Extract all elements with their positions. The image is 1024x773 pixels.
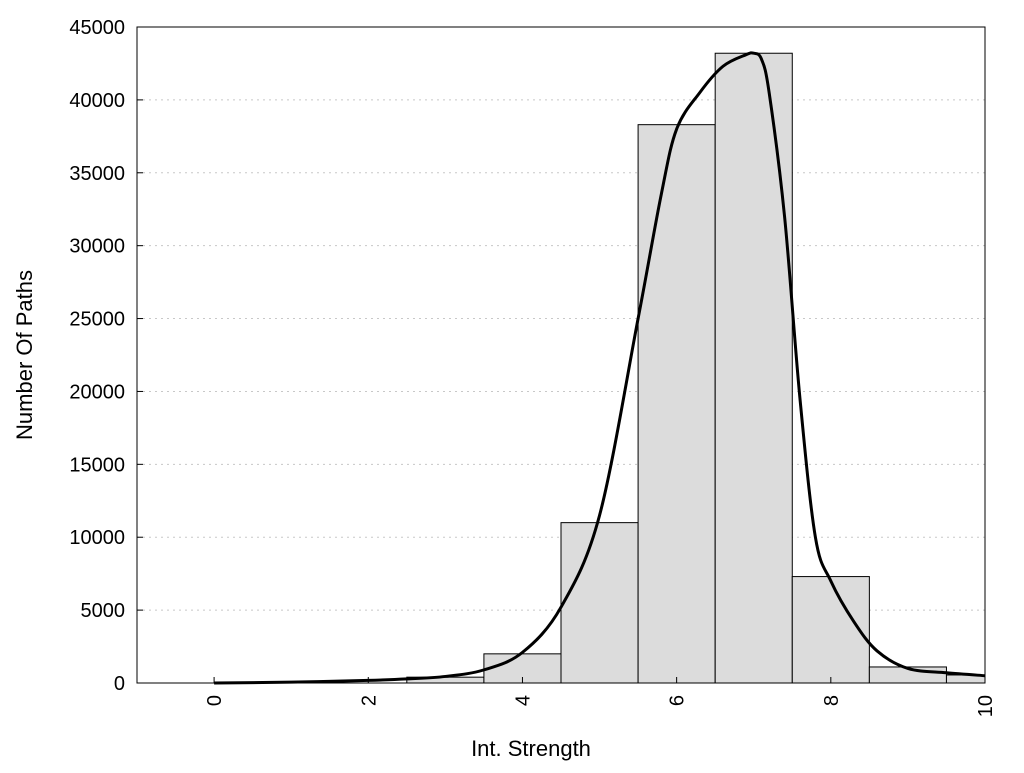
x-tick-label: 8 xyxy=(821,695,843,706)
ticks: 0 5000 10000 15000 20000 25000 30000 35000 40000… xyxy=(69,17,997,717)
plot-frame xyxy=(136,26,986,684)
y-tick-label: 45000 xyxy=(69,17,125,39)
x-tick-label: 6 xyxy=(667,695,689,706)
y-tick-label: 35000 xyxy=(69,163,125,185)
y-tick-label: 20000 xyxy=(69,381,125,403)
y-axis-title: Number Of Paths xyxy=(12,270,37,440)
x-axis-title: Int. Strength xyxy=(471,736,591,761)
y-tick-label: 40000 xyxy=(69,90,125,112)
bar xyxy=(637,124,716,684)
bars xyxy=(406,52,986,684)
x-tick-label: 4 xyxy=(512,695,534,706)
y-tick-label: 25000 xyxy=(69,309,125,331)
y-tick-label: 10000 xyxy=(69,527,125,549)
bar xyxy=(714,52,793,684)
x-tick-label: 2 xyxy=(358,695,380,706)
y-tick-label: 5000 xyxy=(81,600,126,622)
fit-curve xyxy=(214,51,986,685)
y-tick-label: 30000 xyxy=(69,236,125,258)
y-tick-label: 0 xyxy=(114,673,125,695)
x-tick-label: 0 xyxy=(204,695,226,706)
bar xyxy=(560,522,639,684)
y-tick-label: 15000 xyxy=(69,454,125,476)
x-tick-label: 10 xyxy=(975,695,997,717)
